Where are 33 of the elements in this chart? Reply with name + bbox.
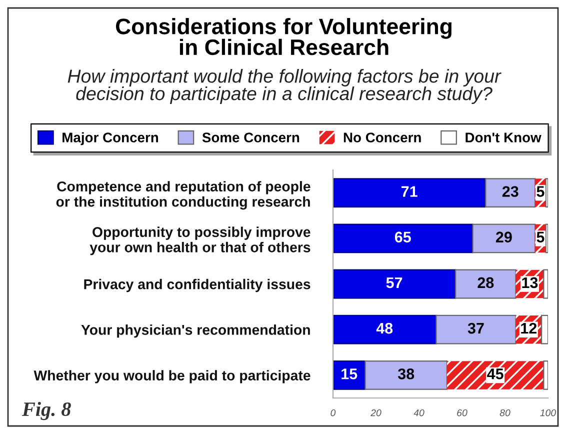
- data-label: 13: [522, 277, 538, 288]
- data-label: 71: [401, 186, 418, 197]
- x-tick-label: 100: [540, 409, 556, 416]
- y-tick-label: Privacy and confidentiality issues: [84, 278, 310, 292]
- legend-label: Major Concern: [62, 132, 158, 146]
- data-label: 45: [487, 368, 504, 380]
- x-tick-label: 20: [370, 409, 382, 416]
- data-label: 5: [536, 186, 544, 197]
- data-label: 5: [536, 232, 544, 242]
- y-tick-label: Your physician's recommendation: [81, 324, 310, 338]
- data-label: 12: [521, 322, 537, 334]
- caption: Fig. 8: [22, 402, 71, 420]
- data-label: 37: [468, 322, 484, 334]
- x-tick-label: 0: [330, 409, 336, 416]
- x-tick-label: 60: [457, 409, 468, 416]
- data-label: 48: [376, 322, 393, 334]
- x-tick-label: 80: [500, 409, 510, 416]
- chart-title: Considerations for Volunteering in Clinical Research: [116, 18, 452, 56]
- data-label: 29: [496, 232, 512, 242]
- legend-label: Some Concern: [202, 132, 300, 142]
- legend-label: Don't Know: [466, 132, 542, 142]
- data-label: 65: [394, 232, 411, 242]
- data-label: 15: [342, 368, 358, 380]
- data-label: 38: [398, 368, 414, 380]
- y-tick-label: Competence and reputation of people or the institution conducting research: [56, 181, 310, 210]
- x-tick-label: 40: [414, 409, 424, 416]
- data-label: 57: [386, 277, 402, 288]
- chart-subtitle: How important would the following factors be in your decision to participate in a clinical research study?: [68, 69, 502, 104]
- data-label: 23: [502, 186, 518, 197]
- y-tick-label: Whether you would be paid to participate: [34, 370, 310, 384]
- y-tick-label: Opportunity to possibly improve your own health or that of others: [90, 226, 310, 256]
- data-label: 28: [478, 277, 494, 288]
- legend-label: No Concern: [344, 132, 421, 142]
